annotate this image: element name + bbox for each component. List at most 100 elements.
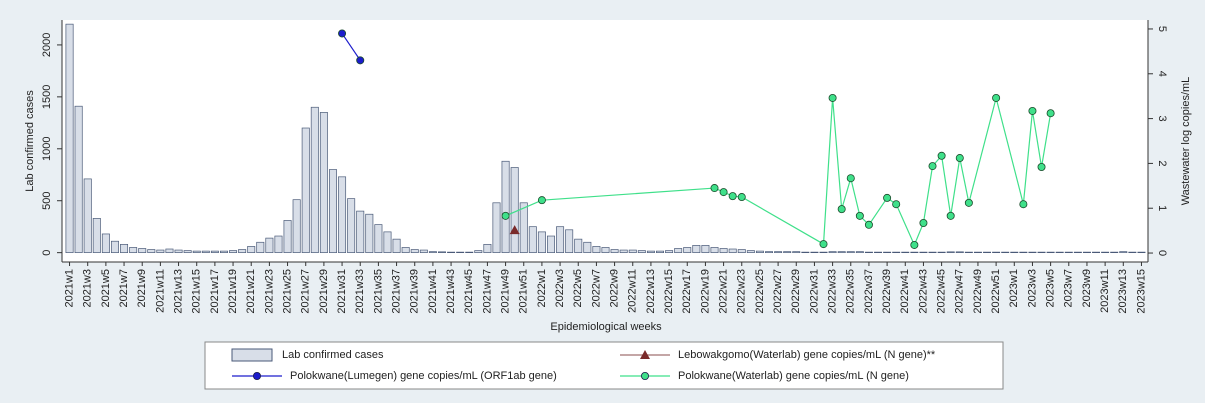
bar [719,248,728,254]
bar [456,251,465,254]
x-tick-label: 2022w3 [554,269,566,308]
point [864,220,873,229]
point [1046,109,1055,118]
x-tick-label: 2021w13 [172,269,184,314]
x-tick-label: 2022w9 [608,269,620,308]
point [710,184,719,193]
bar [892,251,901,254]
bar [229,250,238,254]
x-tick-label: 2022w39 [881,269,893,314]
point [819,240,828,249]
bar [147,249,156,254]
x-tick-label: 2022w11 [627,269,639,313]
triangle-point [509,225,520,235]
point [1028,106,1037,115]
bar [465,251,474,254]
bar [238,249,247,254]
bar [510,167,519,254]
x-tick-label: 2022w41 [899,269,911,314]
x-tick-label: 2021w1 [63,269,75,308]
point [338,29,347,38]
bar [165,248,174,254]
x-tick-label: 2022w31 [808,269,820,314]
bar [192,250,201,254]
x-tick-label: 2021w47 [481,269,493,314]
point [855,211,864,220]
bar [537,231,546,254]
bar [474,250,483,254]
x-tick-label: 2022w25 [754,269,766,314]
bar [483,243,492,254]
point [910,240,919,249]
bar [1010,251,1019,254]
y2-tick-label: 4 [1156,71,1168,77]
bar [1046,251,1055,254]
x-tick-label: 2021w35 [372,269,384,314]
x-tick-label: 2021w33 [354,269,366,314]
bar [992,251,1001,254]
x-tick-label: 2022w13 [645,269,657,314]
bar [983,251,992,254]
legend-label: Polokwane(Waterlab) gene copies/mL (N ge… [678,370,909,382]
x-tick-label: 2021w29 [318,269,330,314]
bar [347,198,356,254]
point [1037,162,1046,171]
bar [274,235,283,254]
bar [601,247,610,254]
point [992,93,1001,102]
bar [1101,251,1110,254]
bar [910,251,919,254]
bar [138,248,147,254]
bar [383,231,392,254]
x-tick-label: 2022w43 [917,269,929,314]
y-tick-label: 0 [41,250,53,256]
x-tick-label: 2021w41 [427,269,439,314]
x-tick-label: 2022w15 [663,269,675,314]
x-tick-label: 2021w49 [499,269,511,314]
bar [265,237,274,254]
bar [565,229,574,254]
bar [301,127,310,254]
bar [1110,251,1119,254]
bar [946,251,955,254]
x-tick-label: 2021w43 [445,269,457,314]
bar [628,249,637,254]
bar [937,251,946,254]
x-tick-label: 2022w1 [536,269,548,308]
bar [737,249,746,254]
x-tick-label: 2021w37 [390,269,402,314]
bar [583,241,592,254]
legend-label: Polokwane(Lumegen) gene copies/mL (ORF1a… [290,370,557,382]
point [937,151,946,160]
x-tick-label: 2022w37 [863,269,875,314]
bar [1128,251,1137,254]
bar [174,249,183,254]
y2-tick-label: 3 [1156,116,1168,122]
x-tick-label: 2022w29 [790,269,802,314]
bar [401,247,410,254]
y-tick-label: 1000 [41,137,53,161]
bar [365,213,374,254]
legend-label: Lebowakgomo(Waterlab) gene copies/mL (N … [678,349,936,361]
x-tick-label: 2022w7 [590,269,602,308]
bar [283,220,292,254]
bar [1119,251,1128,254]
x-tick-label: 2023w5 [1045,269,1057,308]
bar [710,247,719,254]
x-tick-label: 2023w13 [1117,269,1129,314]
point [728,192,737,201]
point [955,154,964,163]
bar [328,169,337,254]
bar [219,250,228,254]
x-tick-label: 2022w35 [845,269,857,314]
bar [592,246,601,254]
y-tick-label: 1500 [41,85,53,109]
point [1019,200,1028,209]
x-tick-label: 2021w5 [100,269,112,308]
bar [765,251,773,254]
bar [410,249,419,254]
point [892,200,901,209]
legend-box [204,341,1004,390]
